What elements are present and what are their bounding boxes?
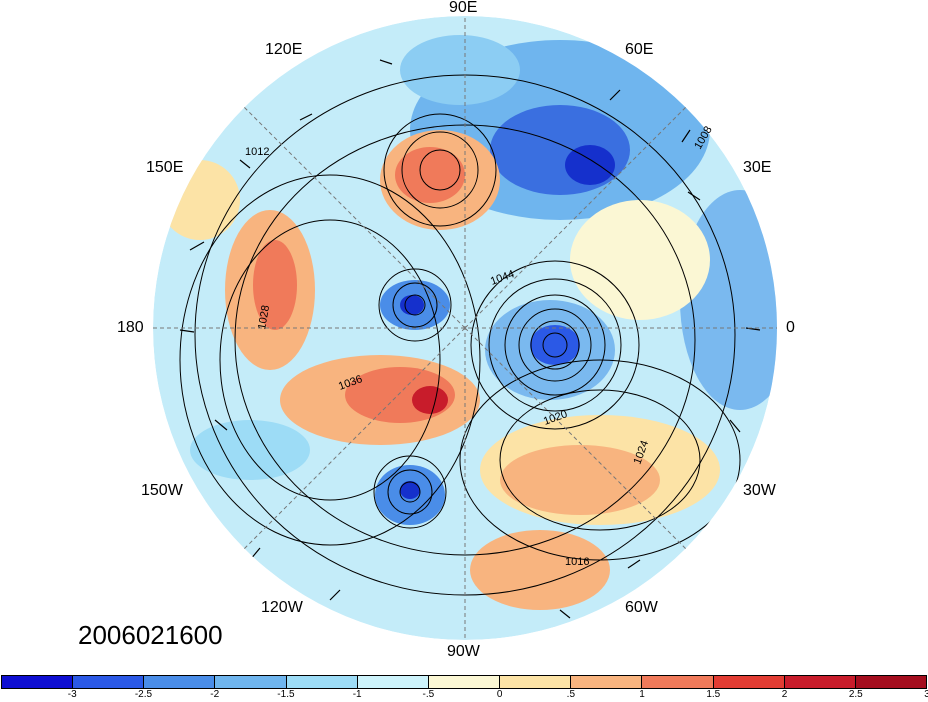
- longitude-label-150e: 150E: [146, 159, 184, 176]
- colorbar-tick-label: 0: [496, 689, 503, 700]
- colorbar: [1, 675, 927, 689]
- longitude-label-30w: 30W: [743, 482, 776, 499]
- colorbar-tick-label: 2: [781, 689, 788, 700]
- colorbar-tick-label: -3: [67, 689, 77, 700]
- colorbar-segment: [73, 676, 145, 688]
- isobar-label: 1016: [565, 556, 589, 568]
- colorbar-segment: [286, 676, 358, 688]
- colorbar-tick-label: -2: [210, 689, 220, 700]
- longitude-label-90w: 90W: [447, 643, 480, 660]
- longitude-label-30e: 30E: [743, 159, 772, 176]
- colorbar-tick-label: .5: [566, 689, 576, 700]
- wind-barbs: [179, 59, 761, 619]
- colorbar-segment: [571, 676, 643, 688]
- longitude-label-60e: 60E: [625, 41, 654, 58]
- longitude-label-0: 0: [786, 319, 795, 336]
- colorbar-segment: [215, 676, 287, 688]
- colorbar-segment: [784, 676, 856, 688]
- colorbar-tick-label: -1: [352, 689, 362, 700]
- colorbar-segment: [428, 676, 501, 688]
- colorbar-segment: [2, 676, 74, 688]
- date-label: 2006021600: [78, 620, 223, 650]
- longitude-label-90e: 90E: [449, 0, 478, 16]
- colorbar-tick-label: 1.5: [706, 689, 721, 700]
- longitude-label-180: 180: [117, 319, 144, 336]
- isobar-label: 1012: [245, 146, 269, 158]
- colorbar-tick-label: -2.5: [134, 689, 153, 700]
- longitude-label-120w: 120W: [261, 599, 303, 616]
- colorbar-segment: [642, 676, 714, 688]
- longitude-label-150w: 150W: [141, 482, 183, 499]
- isobar-contours: [179, 74, 741, 596]
- colorbar-segment: [713, 676, 785, 688]
- colorbar-segment: [500, 676, 572, 688]
- longitude-label-120e: 120E: [265, 41, 303, 58]
- colorbar-tick-label: 2.5: [848, 689, 863, 700]
- longitude-label-60w: 60W: [625, 599, 658, 616]
- colorbar-tick-label: -.5: [422, 689, 435, 700]
- colorbar-segment: [144, 676, 216, 688]
- colorbar-tick-label: -1.5: [277, 689, 295, 700]
- colorbar-tick-label: 3: [924, 689, 928, 700]
- colorbar-segment: [855, 676, 927, 688]
- graticule: [153, 18, 777, 638]
- isobar-label: 1028: [256, 304, 272, 330]
- colorbar-tick-label: 1: [639, 689, 645, 700]
- colorbar-segment: [357, 676, 429, 688]
